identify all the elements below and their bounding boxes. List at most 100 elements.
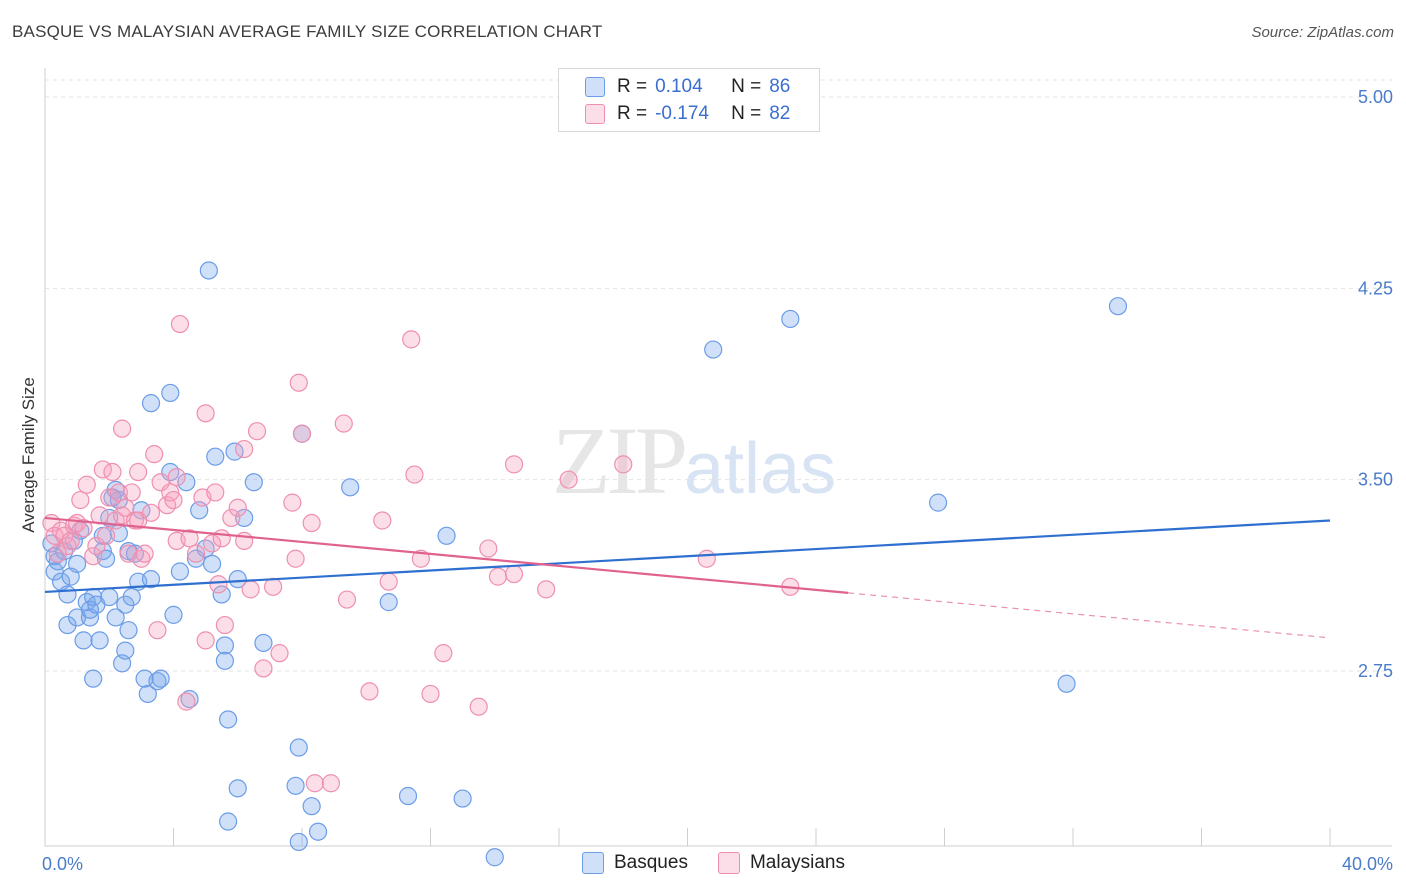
- malaysians-point: [77, 475, 96, 494]
- basques-point: [74, 631, 93, 650]
- malaysians-point: [321, 774, 341, 793]
- basques-point: [437, 526, 456, 545]
- malaysians-point: [135, 544, 154, 563]
- malaysians-point: [402, 330, 421, 349]
- malaysians-point: [122, 483, 141, 502]
- malaysians-point: [145, 445, 164, 464]
- source-label: Source: ZipAtlas.com: [1251, 24, 1394, 41]
- basques-point: [235, 508, 254, 528]
- legend-item-malaysians[interactable]: Malaysians: [717, 852, 845, 874]
- basques-point: [122, 587, 141, 607]
- malaysians-point: [270, 644, 289, 663]
- watermark: ZIPatlas: [552, 405, 836, 516]
- basques-point: [254, 633, 273, 653]
- malaysians-point: [116, 498, 135, 517]
- basques-point: [453, 789, 472, 808]
- r-value: 0.104: [655, 76, 703, 97]
- basques-point: [100, 587, 119, 607]
- malaysians-point: [177, 692, 196, 711]
- axes: [44, 68, 1392, 847]
- basques-point: [68, 554, 87, 573]
- legend-item-basques[interactable]: Basques: [582, 852, 688, 874]
- n-value: 86: [769, 76, 791, 97]
- malaysians-point: [469, 697, 488, 716]
- basques-point: [161, 383, 180, 403]
- basques-point: [398, 786, 418, 806]
- y-tick-label: 3.50: [1358, 470, 1393, 490]
- malaysians-point: [58, 536, 77, 556]
- malaysians-point: [421, 684, 440, 704]
- basques-point: [244, 473, 263, 492]
- malaysians-point: [305, 774, 324, 793]
- series-legend: Basques Malaysians: [582, 852, 875, 874]
- malaysians-point: [96, 526, 116, 545]
- malaysians-point: [235, 439, 254, 459]
- basques-point: [212, 585, 231, 604]
- basques-point: [286, 776, 305, 795]
- basques-point: [45, 562, 64, 581]
- basques-point: [219, 812, 238, 831]
- basques-point: [90, 631, 109, 650]
- malaysians-point: [263, 577, 283, 596]
- malaysians-point: [292, 424, 312, 443]
- malaysians-point: [129, 462, 148, 482]
- basques-trend-line: [44, 519, 1331, 594]
- stats-legend: R = 0.104 N = 86 R = -0.174 N = 82: [558, 68, 820, 132]
- malaysians-point: [48, 544, 67, 563]
- basques-point: [58, 585, 77, 604]
- malaysians-point: [112, 419, 132, 438]
- malaysians-point: [283, 493, 302, 512]
- malaysians-point: [74, 519, 93, 538]
- malaysians-point: [61, 531, 80, 550]
- basques-point: [485, 848, 504, 867]
- malaysians-point: [212, 529, 231, 548]
- r-label: R =: [617, 76, 648, 97]
- basques-point: [308, 822, 328, 841]
- malaysians-point: [337, 590, 357, 609]
- basques-point: [116, 641, 135, 660]
- n-label: N =: [731, 103, 762, 124]
- malaysians-point: [109, 483, 128, 502]
- watermark-zip: ZIP: [552, 407, 688, 514]
- basques-point: [704, 340, 723, 359]
- basques-point: [170, 562, 190, 581]
- basques-point: [228, 570, 247, 589]
- basques-point: [215, 651, 234, 670]
- malaysians-point: [222, 508, 241, 528]
- r-value: -0.174: [655, 103, 709, 124]
- malaysians-point: [379, 572, 398, 591]
- n-value: 82: [769, 103, 791, 124]
- basques-point: [199, 261, 218, 280]
- basques-point: [138, 684, 157, 704]
- malaysians-point: [167, 468, 186, 487]
- malaysians-point: [479, 539, 498, 558]
- legend-label: Basques: [614, 852, 688, 873]
- basques-swatch: [585, 77, 605, 97]
- malaysians-point: [241, 580, 260, 599]
- basques-point: [341, 478, 360, 497]
- chart-title: BASQUE VS MALAYSIAN AVERAGE FAMILY SIZE …: [12, 22, 603, 41]
- malaysians-trend-line-dashed: [848, 592, 1331, 639]
- basques-point: [164, 605, 183, 624]
- basques-point: [1108, 297, 1128, 316]
- malaysians-point: [334, 414, 353, 433]
- malaysians-trend-line: [44, 516, 849, 594]
- basques-point: [379, 593, 398, 612]
- basques-point: [781, 309, 800, 329]
- malaysians-point: [537, 580, 556, 599]
- malaysians-point: [196, 631, 215, 650]
- basques-point: [928, 493, 948, 512]
- malaysians-point: [289, 373, 308, 392]
- malaysians-point: [202, 534, 222, 553]
- malaysians-point: [302, 513, 321, 533]
- malaysians-point: [71, 490, 90, 510]
- y-tick-label: 5.00: [1358, 87, 1393, 107]
- malaysians-swatch: [717, 852, 740, 874]
- y-tick-label: 2.75: [1358, 661, 1393, 681]
- malaysians-point: [247, 422, 267, 441]
- basques-point: [119, 621, 138, 640]
- malaysians-point: [164, 490, 183, 510]
- malaysians-point: [100, 488, 119, 507]
- malaysians-swatch: [585, 104, 605, 124]
- malaysians-point: [360, 682, 379, 701]
